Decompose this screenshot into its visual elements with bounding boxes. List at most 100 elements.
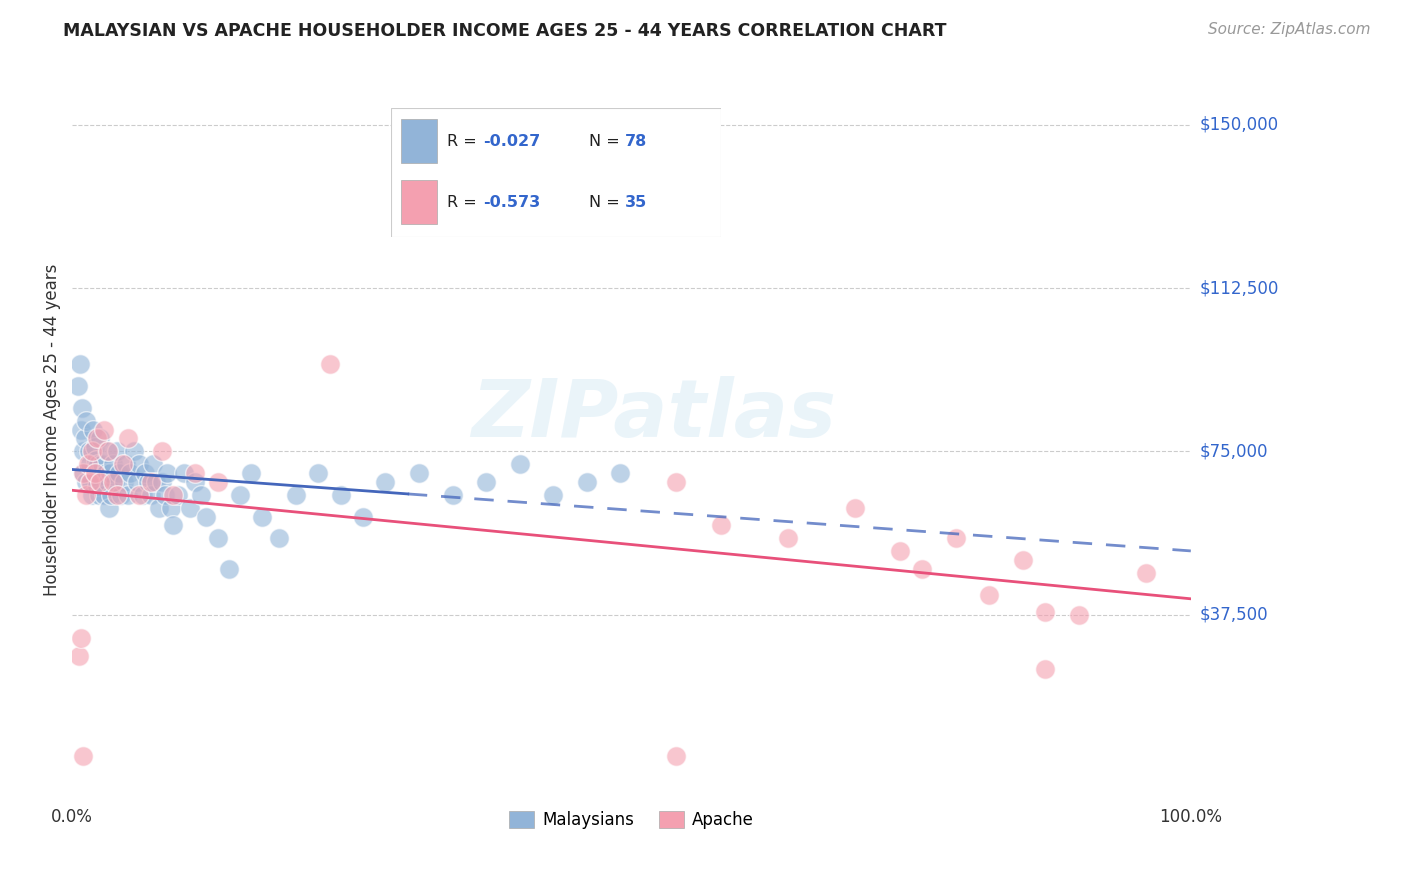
Point — [889, 544, 911, 558]
Text: MALAYSIAN VS APACHE HOUSEHOLDER INCOME AGES 25 - 44 YEARS CORRELATION CHART: MALAYSIAN VS APACHE HOUSEHOLDER INCOME A… — [63, 22, 946, 40]
Point — [148, 500, 170, 515]
Point — [80, 475, 103, 489]
Point — [97, 475, 120, 489]
Point — [207, 475, 229, 489]
Point — [69, 357, 91, 371]
Point — [145, 475, 167, 489]
Point — [87, 458, 110, 472]
Point — [117, 431, 139, 445]
Point — [83, 466, 105, 480]
Point — [101, 458, 124, 472]
Point — [75, 488, 97, 502]
Point — [218, 562, 240, 576]
Point — [131, 488, 153, 502]
Point — [911, 562, 934, 576]
Point — [156, 466, 179, 480]
Text: $75,000: $75,000 — [1199, 442, 1268, 460]
Point — [150, 475, 173, 489]
Point — [89, 431, 111, 445]
Point — [93, 423, 115, 437]
Point — [66, 379, 89, 393]
Point — [86, 431, 108, 445]
Point — [96, 444, 118, 458]
Point — [475, 475, 498, 489]
Point — [98, 466, 121, 480]
Point — [79, 475, 101, 489]
Point — [142, 458, 165, 472]
Point — [128, 488, 150, 502]
Point — [665, 475, 688, 489]
Point — [105, 488, 128, 502]
Point — [105, 444, 128, 458]
Point — [128, 458, 150, 472]
Point — [84, 453, 107, 467]
Point — [609, 466, 631, 480]
Point — [1012, 553, 1035, 567]
Point — [184, 466, 207, 480]
Point — [70, 423, 93, 437]
Point — [83, 440, 105, 454]
Point — [374, 475, 396, 489]
Point — [284, 488, 307, 502]
Point — [98, 500, 121, 515]
Point — [75, 475, 97, 489]
Point — [408, 466, 430, 480]
Point — [82, 488, 104, 502]
Point — [117, 488, 139, 502]
Point — [134, 466, 156, 480]
Point — [352, 509, 374, 524]
Point — [97, 444, 120, 458]
Point — [252, 509, 274, 524]
Point — [101, 475, 124, 489]
Point — [86, 479, 108, 493]
Point — [162, 518, 184, 533]
Point — [318, 357, 340, 371]
Point — [150, 444, 173, 458]
Point — [104, 475, 127, 489]
Point — [112, 475, 135, 489]
Point — [111, 458, 134, 472]
Point — [72, 466, 94, 480]
Point — [108, 466, 131, 480]
Point — [195, 509, 218, 524]
Point — [173, 466, 195, 480]
Point — [509, 458, 531, 472]
Point — [83, 466, 105, 480]
Point — [72, 444, 94, 458]
Point — [329, 488, 352, 502]
Point — [79, 458, 101, 472]
Point — [73, 431, 96, 445]
Point — [945, 532, 967, 546]
Legend: Malaysians, Apache: Malaysians, Apache — [502, 804, 761, 836]
Point — [307, 466, 329, 480]
Point — [72, 749, 94, 764]
Point — [179, 500, 201, 515]
Point — [72, 466, 94, 480]
Text: $112,500: $112,500 — [1199, 279, 1278, 297]
Point — [115, 458, 138, 472]
Point — [75, 414, 97, 428]
Point — [184, 475, 207, 489]
Point — [139, 488, 162, 502]
Point — [190, 488, 212, 502]
Point — [979, 588, 1001, 602]
Point — [122, 444, 145, 458]
Point — [87, 488, 110, 502]
Point — [710, 518, 733, 533]
Point — [89, 475, 111, 489]
Point — [665, 749, 688, 764]
Point — [541, 488, 564, 502]
Text: Source: ZipAtlas.com: Source: ZipAtlas.com — [1208, 22, 1371, 37]
Point — [162, 488, 184, 502]
Point — [100, 488, 122, 502]
Point — [1035, 606, 1057, 620]
Point — [1035, 662, 1057, 676]
Point — [72, 401, 94, 415]
Point — [167, 488, 190, 502]
Point — [136, 475, 159, 489]
Point — [159, 500, 181, 515]
Point — [82, 423, 104, 437]
Point — [778, 532, 800, 546]
Point — [110, 488, 132, 502]
Point — [207, 532, 229, 546]
